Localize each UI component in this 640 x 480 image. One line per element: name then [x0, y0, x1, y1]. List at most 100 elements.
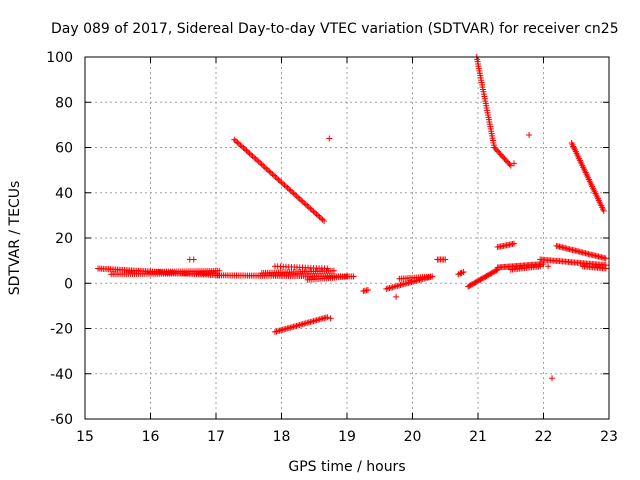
data-point-outliers [457, 270, 464, 277]
y-axis-label: SDTVAR / TECUs [7, 181, 23, 296]
x-tick-label: 16 [142, 429, 160, 445]
y-tick-labels: -60 -40 -20 0 20 40 60 80 100 [46, 50, 73, 428]
data-point-arc-17h-decline [292, 191, 299, 198]
data-point-arc-17h-decline [299, 198, 306, 205]
data-point-arc-17h-decline [263, 165, 270, 172]
data-point-arc-21h-steep [497, 151, 504, 158]
data-point-arc-21h-steep [496, 150, 503, 157]
data-point-arc-17h-decline [281, 182, 288, 189]
data-point-arc-17h-decline [308, 206, 315, 213]
data-point-arc-17h-decline [252, 155, 259, 162]
data-point-arc-17h-decline [298, 197, 305, 204]
data-point-arc-21h-steep [495, 148, 502, 155]
data-point-arc-17h-decline [261, 164, 268, 171]
data-point-baseline-mid [350, 273, 357, 280]
y-tick-label: 60 [55, 141, 73, 157]
data-point-arc-21h-steep [502, 157, 509, 164]
data-point-arc-17h-decline [314, 212, 321, 219]
y-tick-label: 80 [55, 95, 73, 111]
data-point-arc-17h-decline [321, 218, 328, 225]
data-point-arc-17h-decline [255, 158, 262, 165]
data-point-arc-17h-decline [273, 175, 280, 182]
data-point-rise-21h [493, 267, 500, 274]
data-point-arc-17h-decline [234, 139, 241, 146]
data-point-arc-21h-steep [500, 154, 507, 161]
data-point-arc-17h-decline [267, 169, 274, 176]
data-point-arc-17h-decline [272, 173, 279, 180]
data-point-arc-17h-decline [316, 213, 323, 220]
y-tick-label: -20 [50, 322, 73, 338]
data-point-outliers [545, 263, 552, 270]
x-tick-label: 18 [273, 429, 291, 445]
data-point-arc-17h-decline [243, 147, 250, 154]
data-point-arc-17h-decline [319, 216, 326, 223]
data-point-arc-21h-steep [505, 159, 512, 166]
data-point-arc-17h-decline [246, 150, 253, 157]
data-point-arc-17h-decline [318, 215, 325, 222]
data-point-arc-17h-decline [283, 183, 290, 190]
data-point-arc-17h-decline [275, 176, 282, 183]
data-point-arc-17h-decline [238, 143, 245, 150]
x-tick-label: 15 [76, 429, 94, 445]
y-tick-label: 40 [55, 186, 73, 202]
data-point-arc-17h-decline [257, 160, 264, 167]
plot-frame [84, 56, 610, 420]
data-point-arc-17h-decline [241, 146, 248, 153]
data-point-arc-17h-decline [287, 187, 294, 194]
data-point-arc-17h-decline [290, 190, 297, 197]
data-point-arc-17h-decline [304, 202, 311, 209]
y-tick-label: 0 [64, 276, 73, 292]
data-point-arc-17h-decline [313, 211, 320, 218]
data-point-arc-17h-decline [302, 201, 309, 208]
data-point-arc-21h-steep [491, 144, 498, 151]
x-axis-label: GPS time / hours [288, 459, 405, 475]
data-point-arc-17h-decline [245, 149, 252, 156]
data-point-arc-17h-decline [286, 186, 293, 193]
y-tick-label: 100 [46, 50, 73, 66]
y-tick-label: -40 [50, 367, 73, 383]
data-point-outliers [393, 293, 400, 300]
x-tick-label: 19 [338, 429, 356, 445]
data-point-arc-17h-decline [311, 209, 318, 216]
data-point-rise-21h [537, 263, 544, 270]
data-point-around-19-20h [442, 256, 449, 263]
data-point-arc-17h-decline [295, 194, 302, 201]
data-point-arc-21h-steep [492, 145, 499, 152]
data-point-arc-17h-decline [301, 200, 308, 207]
data-point-baseline-mid [344, 273, 350, 280]
data-point-arc-17h-decline [270, 172, 277, 179]
x-tick-label: 22 [535, 429, 553, 445]
data-point-outliers [511, 160, 518, 167]
data-point-arc-21h-steep [503, 158, 510, 165]
data-point-around-19-20h [364, 287, 371, 294]
data-point-outliers [526, 132, 533, 139]
data-point-arc-18h-negative [324, 314, 331, 321]
data-point-late-22h [602, 255, 609, 262]
data-point-arc-17h-decline [284, 184, 291, 191]
grid-lines [85, 57, 609, 419]
y-tick-label: 20 [55, 231, 73, 247]
data-point-arc-21h-steep [498, 152, 505, 159]
chart-title: Day 089 of 2017, Sidereal Day-to-day VTE… [51, 21, 619, 37]
x-tick-label: 20 [404, 429, 422, 445]
x-tick-label: 23 [600, 429, 618, 445]
data-point-outliers [190, 256, 197, 263]
data-point-arc-17h-decline [254, 157, 261, 164]
data-point-arc-17h-decline [305, 204, 312, 211]
data-point-around-19-20h [429, 273, 436, 280]
data-point-arc-17h-decline [264, 166, 271, 173]
data-point-arc-21h-steep [506, 161, 513, 168]
data-point-arc-17h-decline [269, 171, 276, 178]
data-point-arc-17h-decline [232, 137, 239, 144]
data-point-arc-17h-decline [258, 161, 265, 168]
data-point-arc-17h-decline [296, 195, 303, 202]
data-point-baseline-mid [330, 267, 337, 274]
data-point-arc-17h-decline [293, 193, 300, 200]
data-point-baseline-mid [324, 265, 331, 272]
data-points [95, 54, 609, 382]
data-point-arc-17h-decline [260, 162, 267, 169]
x-tick-label: 21 [469, 429, 487, 445]
data-point-arc-17h-decline [248, 151, 255, 158]
data-point-arc-21h-steep [507, 162, 514, 169]
